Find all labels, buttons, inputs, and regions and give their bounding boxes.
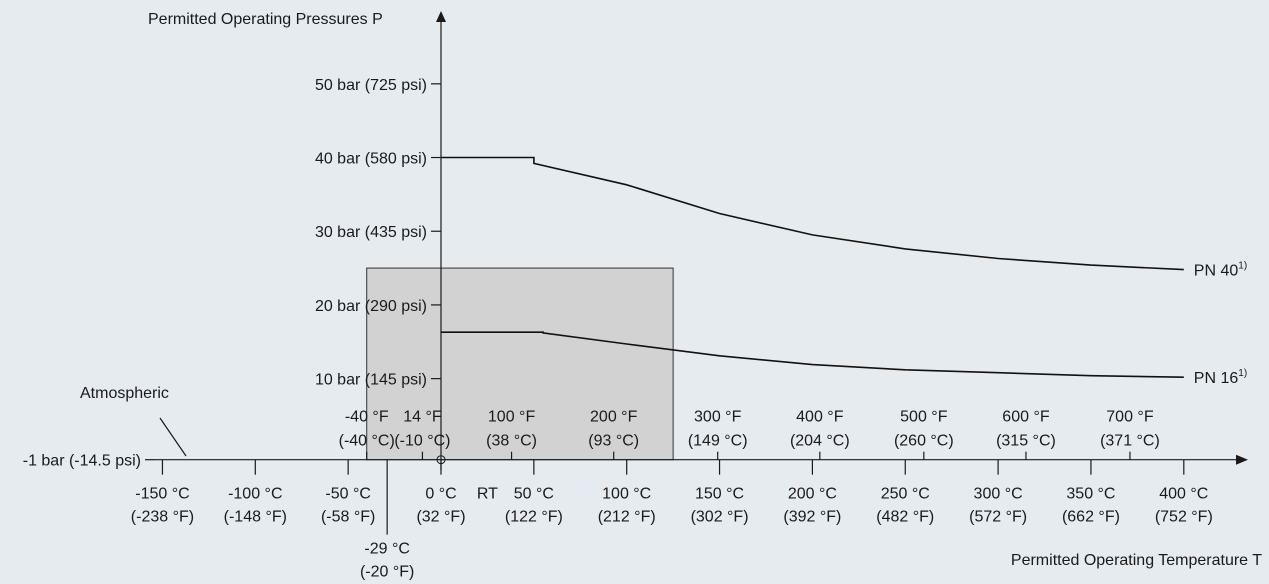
min-temp-label-f: (-20 °F) — [360, 564, 414, 581]
x-tick-label-c: 300 °C — [974, 486, 1023, 503]
shaded-region — [366, 267, 674, 461]
x-tick-label-c-f: (572 °F) — [969, 509, 1027, 526]
pn16-label: PN 161) — [1194, 368, 1247, 387]
x-tick-label-f-c: (149 °C) — [688, 433, 748, 450]
x-tick-label-c-f: (752 °F) — [1155, 509, 1213, 526]
y-ticks: -1 bar (-14.5 psi) 10 bar (145 psi) 20 bar… — [23, 77, 441, 470]
pn40-footnote: 1) — [1238, 261, 1247, 272]
y-tick-label: -1 bar (-14.5 psi) — [23, 453, 141, 470]
x-tick-label-c-f: (662 °F) — [1062, 509, 1120, 526]
atmospheric-pointer — [159, 417, 187, 457]
x-ticks-celsius: -150 °C (-238 °F) -100 °C (-148 °F) -50 °C (-… — [131, 459, 1213, 526]
x-tick-label-f: -40 °F — [345, 409, 389, 426]
x-tick-label-c-f: (-238 °F) — [131, 509, 194, 526]
x-tick-label-c: 250 °C — [881, 486, 930, 503]
x-tick-label-c-f: (212 °F) — [598, 509, 656, 526]
x-tick-label-c: 200 °C — [788, 486, 837, 503]
x-axis-arrow — [1236, 454, 1248, 465]
x-tick-label-f: 300 °F — [694, 409, 742, 426]
x-ticks-fahrenheit: -40 °F (-40 °C) 14 °F (-10 °C) 100 °F (38 °C)… — [339, 409, 1160, 460]
x-tick-label-f-c: (260 °C) — [894, 433, 954, 450]
x-tick-label-c: 50 °C — [514, 486, 554, 503]
x-axis-title: Permitted Operating Temperature T — [1011, 552, 1262, 569]
x-tick-label-f: 500 °F — [900, 409, 948, 426]
y-tick-label: 50 bar (725 psi) — [315, 77, 427, 94]
y-tick-label: 10 bar (145 psi) — [315, 372, 427, 389]
x-tick-label-f-c: (38 °C) — [486, 433, 537, 450]
x-tick-label-f-c: (93 °C) — [588, 433, 639, 450]
x-tick-label-f: 200 °F — [590, 409, 638, 426]
x-tick-label-f-c: (204 °C) — [790, 433, 850, 450]
y-tick-label: 40 bar (580 psi) — [315, 151, 427, 168]
x-tick-label-c-f: (-148 °F) — [224, 509, 287, 526]
x-tick-label-f-c: (371 °C) — [1100, 433, 1160, 450]
x-tick-label-f-c: (315 °C) — [996, 433, 1056, 450]
x-tick-label-f: 600 °F — [1002, 409, 1050, 426]
atmospheric-label: Atmospheric — [80, 385, 169, 402]
x-tick-label-c-f: (-58 °F) — [321, 509, 375, 526]
x-tick-label-c: 0 °C — [425, 486, 456, 503]
pn16-footnote: 1) — [1238, 368, 1247, 379]
x-tick-label-c: -50 °C — [325, 486, 371, 503]
x-tick-label-c: 350 °C — [1066, 486, 1115, 503]
x-tick-label-c: 150 °C — [695, 486, 744, 503]
x-tick-label-c-f: (482 °F) — [876, 509, 934, 526]
x-tick-label-c: -100 °C — [228, 486, 282, 503]
x-tick-label-f-c: (-40 °C) — [339, 433, 395, 450]
x-tick-label-c-f: (302 °F) — [691, 509, 749, 526]
x-tick-label-c: -150 °C — [135, 486, 189, 503]
x-tick-label-c-f: (122 °F) — [505, 509, 563, 526]
y-tick-label: 20 bar (290 psi) — [315, 298, 427, 315]
origin-marker — [436, 455, 446, 465]
pn40-curve — [441, 156, 1184, 271]
min-temp-label-c: -29 °C — [364, 541, 410, 558]
x-tick-label-f: 700 °F — [1106, 409, 1154, 426]
x-tick-label-f: 14 °F — [403, 409, 442, 426]
x-tick-label-f: 100 °F — [488, 409, 536, 426]
rt-label: RT — [477, 486, 498, 503]
y-tick-label: 30 bar (435 psi) — [315, 224, 427, 241]
y-axis-title: Permitted Operating Pressures P — [148, 11, 383, 28]
x-tick-label-c: 100 °C — [602, 486, 651, 503]
pn40-name: PN 40 — [1194, 263, 1239, 280]
pn40-label: PN 401) — [1194, 261, 1247, 280]
pn16-curve — [441, 331, 1184, 378]
x-tick-label-c-f: (392 °F) — [783, 509, 841, 526]
pn16-name: PN 16 — [1194, 370, 1239, 387]
x-tick-label-f: 400 °F — [796, 409, 844, 426]
y-axis-arrow — [436, 11, 446, 22]
x-tick-label-f-c: (-10 °C) — [394, 433, 450, 450]
x-tick-label-c: 400 °C — [1159, 486, 1208, 503]
x-tick-label-c-f: (32 °F) — [416, 509, 465, 526]
